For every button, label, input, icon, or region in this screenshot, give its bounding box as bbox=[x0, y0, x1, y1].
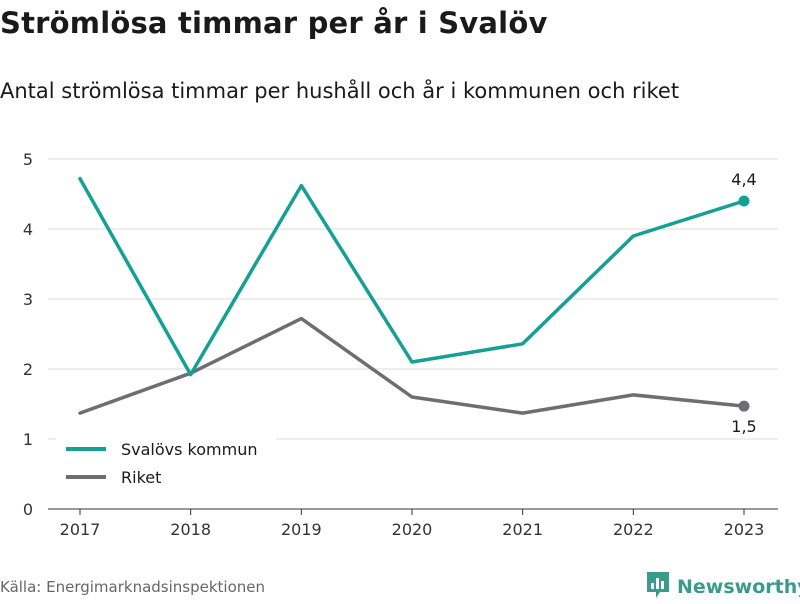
legend-label: Svalövs kommun bbox=[121, 440, 258, 459]
series-end-point bbox=[738, 400, 750, 412]
y-tick-label: 5 bbox=[23, 150, 33, 169]
x-axis: 2017 2018 2019 2020 2021 2022 2023 bbox=[48, 508, 778, 539]
legend-background bbox=[56, 434, 276, 496]
x-tick-label: 2018 bbox=[170, 520, 211, 539]
source-note: Källa: Energimarknadsinspektionen bbox=[0, 578, 266, 596]
bar-chart-logo-icon bbox=[645, 570, 671, 604]
x-tick-label: 2022 bbox=[613, 520, 654, 539]
x-tick-label: 2019 bbox=[281, 520, 322, 539]
series-end-point bbox=[738, 195, 750, 207]
series-line bbox=[78, 316, 746, 415]
y-tick-label: 1 bbox=[23, 430, 33, 449]
y-tick-label: 3 bbox=[23, 290, 33, 309]
data-label: 4,4 bbox=[731, 170, 756, 189]
y-tick-label: 2 bbox=[23, 360, 33, 379]
legend-label: Riket bbox=[121, 468, 161, 487]
series-line bbox=[78, 176, 746, 377]
brand-logo[interactable]: Newsworthy bbox=[645, 570, 800, 604]
data-label: 1,5 bbox=[731, 417, 756, 436]
chart-subtitle: Antal strömlösa timmar per hushåll och å… bbox=[0, 79, 680, 103]
series-lines: 4,4 1,5 bbox=[78, 170, 757, 436]
x-tick-label: 2020 bbox=[392, 520, 433, 539]
y-tick-label: 4 bbox=[23, 220, 33, 239]
x-tick-label: 2021 bbox=[502, 520, 543, 539]
brand-name: Newsworthy bbox=[677, 576, 800, 598]
y-tick-label: 0 bbox=[23, 500, 33, 519]
legend: Svalövs kommun Riket bbox=[56, 434, 276, 496]
chart-title: Strömlösa timmar per år i Svalöv bbox=[0, 6, 548, 40]
x-tick-label: 2017 bbox=[60, 520, 101, 539]
x-tick-label: 2023 bbox=[724, 520, 765, 539]
y-axis-ticks: 0 1 2 3 4 5 bbox=[23, 150, 33, 519]
